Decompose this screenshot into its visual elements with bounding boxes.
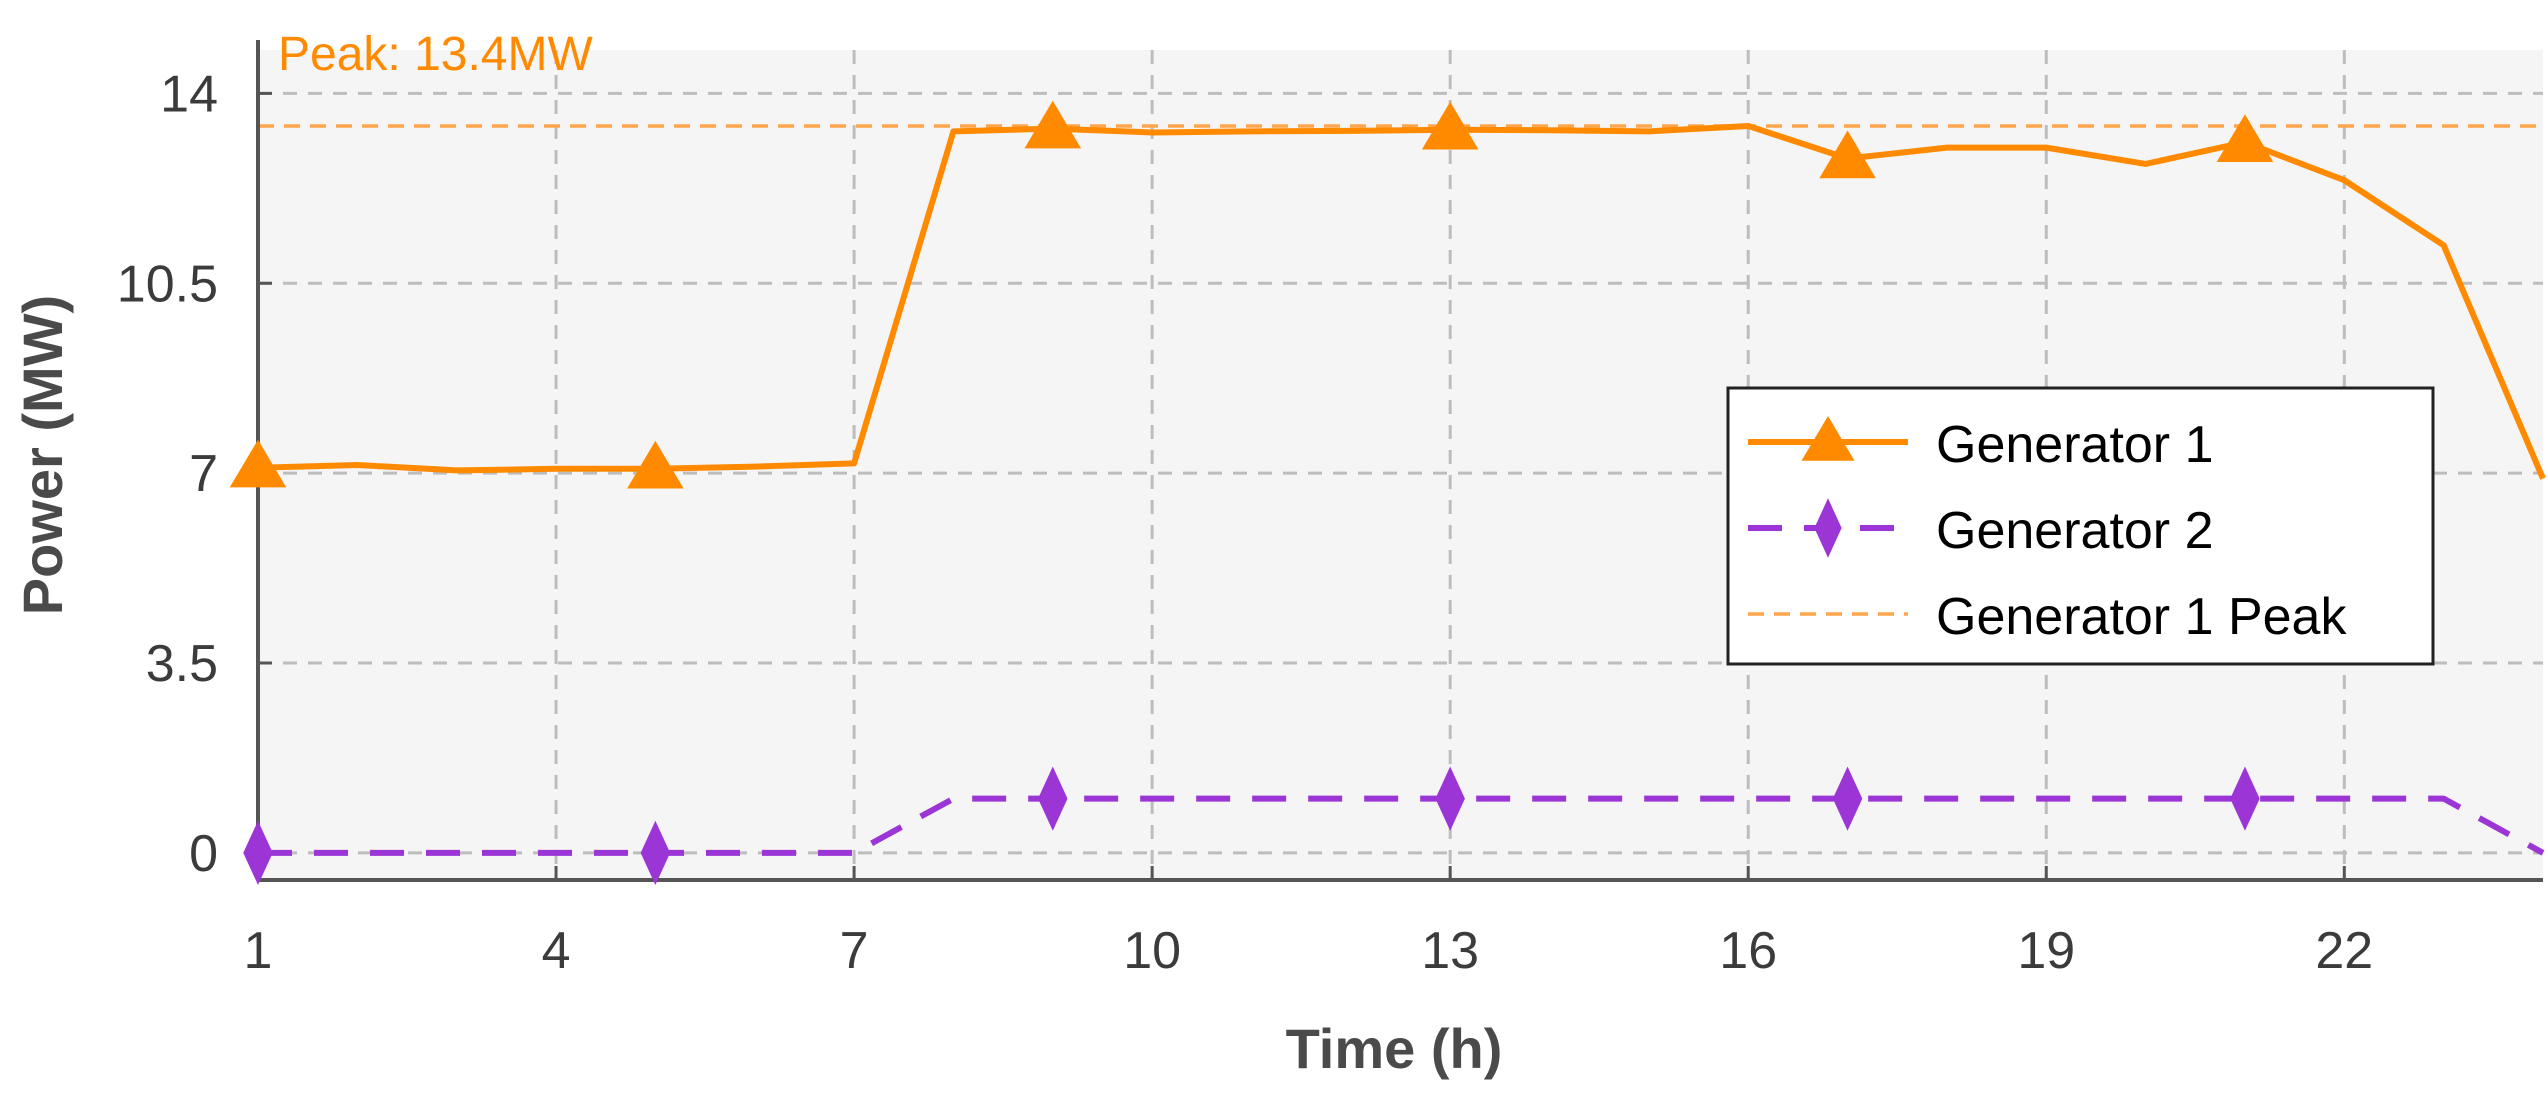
marker-diamond xyxy=(1832,766,1863,831)
legend-box xyxy=(1726,386,2435,666)
marker-diamond xyxy=(1038,766,1068,831)
y-axis-title: Power (MW) xyxy=(11,295,74,615)
legend-swatches xyxy=(1748,416,1908,616)
marker-triangle xyxy=(2216,114,2274,162)
y-tick-label: 14 xyxy=(160,65,218,123)
marker-triangle xyxy=(1024,100,1082,149)
series-line-generator-2 xyxy=(258,795,2545,856)
marker-diamond xyxy=(1435,766,1465,831)
legend-marker-diamond xyxy=(1814,498,1842,558)
x-axis-title: Time (h) xyxy=(1286,1017,1503,1080)
marker-diamond xyxy=(640,820,671,885)
markers-layer xyxy=(229,100,2274,885)
marker-diamond xyxy=(243,820,273,885)
legend-label-generator-2: Generator 2 xyxy=(1936,502,2214,560)
marker-triangle xyxy=(1421,101,1479,150)
x-tick-label: 16 xyxy=(1719,922,1777,980)
x-tick-label: 22 xyxy=(2315,922,2373,980)
legend-marker-triangle xyxy=(1801,416,1855,461)
legend-label-generator-1: Generator 1 xyxy=(1936,416,2214,474)
y-tick-label: 3.5 xyxy=(146,635,218,693)
legend-label-generator-1-peak: Generator 1 Peak xyxy=(1936,588,2347,646)
x-tick-label: 10 xyxy=(1123,922,1181,980)
marker-diamond xyxy=(2230,766,2260,831)
marker-triangle xyxy=(627,440,684,489)
y-tick-label: 7 xyxy=(189,445,218,503)
legend: Generator 1 Generator 2 Generator 1 Peak xyxy=(1726,386,2435,666)
marker-triangle xyxy=(229,439,287,488)
x-tick-label: 19 xyxy=(2017,922,2075,980)
x-tick-label: 4 xyxy=(542,922,571,980)
y-tick-label: 0 xyxy=(189,825,218,883)
y-tick-label: 10.5 xyxy=(117,255,218,313)
x-tick-label: 13 xyxy=(1421,922,1479,980)
marker-triangle xyxy=(1819,130,1876,179)
x-tick-label: 7 xyxy=(840,922,869,980)
x-tick-label: 1 xyxy=(244,922,273,980)
annotation-peak-label: Peak: 13.4MW xyxy=(278,28,593,81)
